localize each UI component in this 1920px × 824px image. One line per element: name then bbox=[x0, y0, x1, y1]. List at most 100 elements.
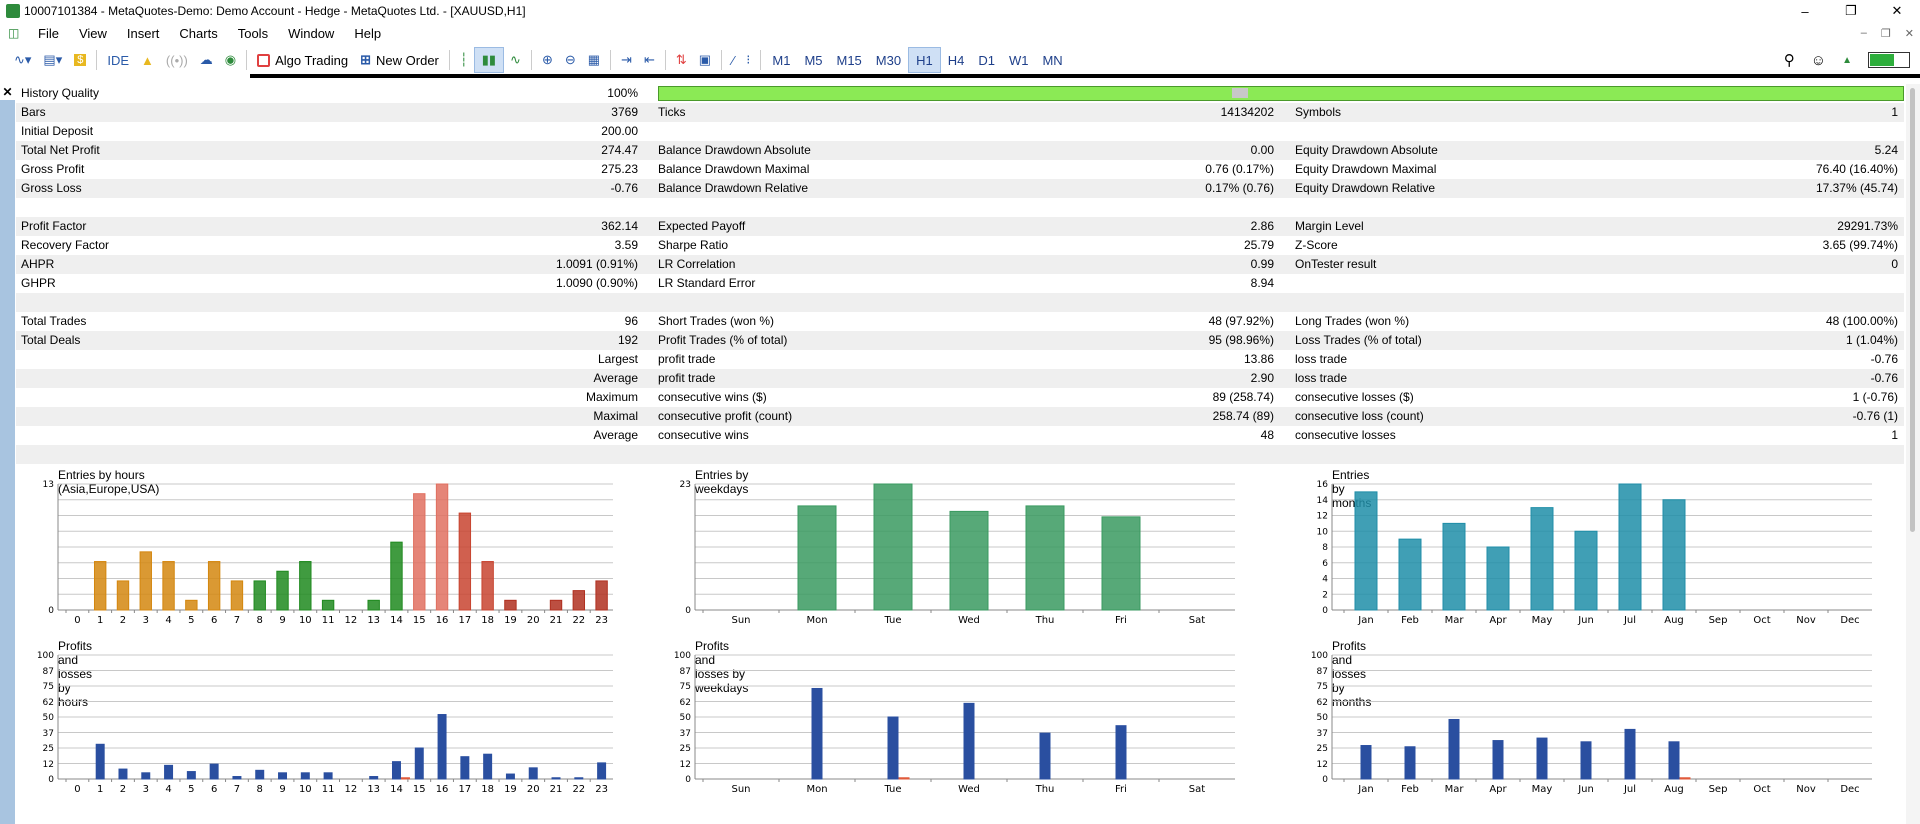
mdi-close-icon[interactable]: ✕ bbox=[1904, 27, 1914, 40]
vps-icon[interactable]: ◉ bbox=[224, 52, 237, 67]
templates-icon[interactable]: ▤▾ bbox=[43, 52, 63, 67]
stat-value-2: 48 (97.92%) bbox=[1208, 314, 1274, 328]
period-d1-button[interactable]: D1 bbox=[978, 52, 995, 68]
x-tick-label: 16 bbox=[436, 615, 449, 626]
restore-icon[interactable]: ❐ bbox=[1845, 3, 1857, 18]
crosshair-icon[interactable]: ⁝ bbox=[746, 52, 751, 67]
report-row: Gross Loss -0.76 Balance Drawdown Relative… bbox=[16, 179, 1904, 198]
menu-charts[interactable]: Charts bbox=[179, 25, 218, 41]
battery-icon bbox=[1868, 52, 1910, 68]
vertical-scrollbar[interactable] bbox=[1906, 84, 1920, 824]
report-row: Recovery Factor 3.59 Sharpe Ratio 25.79 Z-Sc… bbox=[16, 236, 1904, 255]
x-tick-label: May bbox=[1532, 784, 1553, 795]
x-tick-label: 17 bbox=[458, 784, 471, 795]
stat-label-1: Total Net Profit bbox=[21, 143, 100, 157]
stat-label-3: Loss Trades (% of total) bbox=[1295, 333, 1422, 347]
chart-shift-icon[interactable]: ⇤ bbox=[643, 52, 655, 67]
chart-bar bbox=[1486, 546, 1510, 611]
screenshot-icon[interactable]: ▣ bbox=[698, 52, 712, 67]
close-icon[interactable]: ✕ bbox=[1891, 3, 1903, 18]
menu-tools[interactable]: Tools bbox=[237, 25, 269, 41]
algo-trading-button[interactable]: Algo Trading bbox=[251, 48, 354, 72]
report-row bbox=[16, 293, 1904, 312]
chart-bar bbox=[1398, 538, 1422, 611]
history-quality-value: 100% bbox=[607, 86, 638, 100]
minimize-icon[interactable]: – bbox=[1801, 3, 1809, 19]
stat-label-3: Equity Drawdown Absolute bbox=[1295, 143, 1438, 157]
close-report-icon[interactable]: ✕ bbox=[0, 84, 15, 100]
stat-value-2: 2.86 bbox=[1250, 219, 1274, 233]
account-icon[interactable]: ☺ bbox=[1810, 51, 1827, 69]
y-tick-label: 13 bbox=[43, 480, 54, 490]
stat-value-1: 3.59 bbox=[614, 238, 638, 252]
x-tick-label: 19 bbox=[504, 615, 517, 626]
y-tick-label: 50 bbox=[43, 713, 55, 723]
chart-bar bbox=[116, 580, 130, 611]
x-tick-label: 2 bbox=[120, 784, 126, 795]
chart-type-icon[interactable]: ∿▾ bbox=[14, 52, 32, 67]
dollar-icon[interactable]: $ bbox=[68, 48, 92, 72]
scrollbar-thumb[interactable] bbox=[1910, 88, 1915, 532]
chart-bar bbox=[278, 772, 288, 780]
y-tick-label: 0 bbox=[48, 775, 54, 785]
x-tick-label: Dec bbox=[1840, 784, 1859, 795]
level-icon[interactable]: ▲ bbox=[1842, 54, 1852, 66]
chart-plot: 0 12 25 37 50 62 75 87 100 Jan Feb Mar Apr May Jun Jul A… bbox=[1311, 651, 1872, 795]
new-order-button[interactable]: ⊞ New Order bbox=[354, 48, 445, 72]
x-tick-label: 6 bbox=[211, 615, 217, 626]
mdi-restore-icon[interactable]: ❐ bbox=[1880, 27, 1891, 40]
period-m1-button[interactable]: M1 bbox=[772, 52, 791, 68]
x-tick-label: 9 bbox=[279, 784, 285, 795]
x-tick-label: Thu bbox=[1035, 784, 1055, 795]
stat-label-1: Initial Deposit bbox=[21, 124, 94, 138]
chart-bar bbox=[549, 599, 563, 611]
period-w1-button[interactable]: W1 bbox=[1008, 52, 1029, 68]
menu-insert[interactable]: Insert bbox=[126, 25, 160, 41]
stat-label-2: Short Trades (won %) bbox=[658, 314, 775, 328]
ide-button[interactable]: IDE bbox=[101, 48, 135, 72]
y-tick-label: 23 bbox=[680, 480, 691, 490]
chart-bar bbox=[321, 599, 335, 611]
line-chart-icon[interactable]: ∿ bbox=[510, 52, 521, 67]
x-tick-label: 4 bbox=[165, 615, 171, 626]
period-h1-button[interactable]: H1 bbox=[908, 47, 941, 73]
autoscroll-icon[interactable]: ⇥ bbox=[621, 52, 632, 67]
chart-window-icon[interactable]: ◫ bbox=[8, 26, 20, 40]
bar-chart-icon[interactable]: ┆ bbox=[459, 52, 468, 67]
menu-view[interactable]: View bbox=[78, 25, 107, 41]
stat-label-2: consecutive wins bbox=[658, 428, 749, 442]
mdi-minimize-icon[interactable]: – bbox=[1860, 27, 1867, 39]
market-bag-icon[interactable]: ▲ bbox=[141, 52, 154, 68]
x-tick-label: 22 bbox=[572, 615, 585, 626]
stat-label-3: Margin Level bbox=[1295, 219, 1364, 233]
search-icon[interactable]: ⚲ bbox=[1783, 52, 1795, 69]
candlestick-icon[interactable]: ▮▮ bbox=[473, 47, 505, 73]
menu-window[interactable]: Window bbox=[288, 25, 335, 41]
grid-icon[interactable]: ▦ bbox=[587, 52, 601, 67]
zoom-in-icon[interactable]: ⊕ bbox=[541, 52, 553, 67]
period-m5-button[interactable]: M5 bbox=[804, 52, 823, 68]
x-tick-label: 18 bbox=[481, 784, 494, 795]
cloud-icon[interactable]: ☁ bbox=[199, 52, 213, 67]
menu-file[interactable]: File bbox=[38, 25, 59, 41]
zoom-out-icon[interactable]: ⊖ bbox=[564, 52, 576, 67]
stat-label-2: consecutive profit (count) bbox=[658, 409, 793, 423]
x-tick-label: May bbox=[1532, 615, 1553, 626]
period-m30-button[interactable]: M30 bbox=[875, 52, 902, 68]
toolbar: ∿▾ ▤▾ $ IDE ▲ ((•)) ☁ ◉ Algo Trading ⊞ Ne… bbox=[0, 46, 1920, 74]
chart-bar bbox=[435, 483, 449, 611]
stat-label-3: Z-Score bbox=[1295, 238, 1338, 252]
report-row: Total Trades 96 Short Trades (won %) 48 (97… bbox=[16, 312, 1904, 331]
x-tick-label: Mar bbox=[1445, 784, 1465, 795]
period-mn-button[interactable]: MN bbox=[1042, 52, 1063, 68]
x-tick-label: Thu bbox=[1035, 615, 1055, 626]
menu-help[interactable]: Help bbox=[354, 25, 382, 41]
stop-icon bbox=[257, 53, 271, 67]
indicators-icon[interactable]: ⇅ bbox=[675, 52, 687, 67]
signal-icon[interactable]: ((•)) bbox=[165, 52, 188, 68]
period-h4-button[interactable]: H4 bbox=[947, 52, 965, 68]
trendline-icon[interactable]: ∕ bbox=[732, 52, 735, 68]
period-m15-button[interactable]: M15 bbox=[836, 52, 862, 68]
x-tick-label: 16 bbox=[436, 784, 449, 795]
chart-bar bbox=[437, 714, 447, 780]
